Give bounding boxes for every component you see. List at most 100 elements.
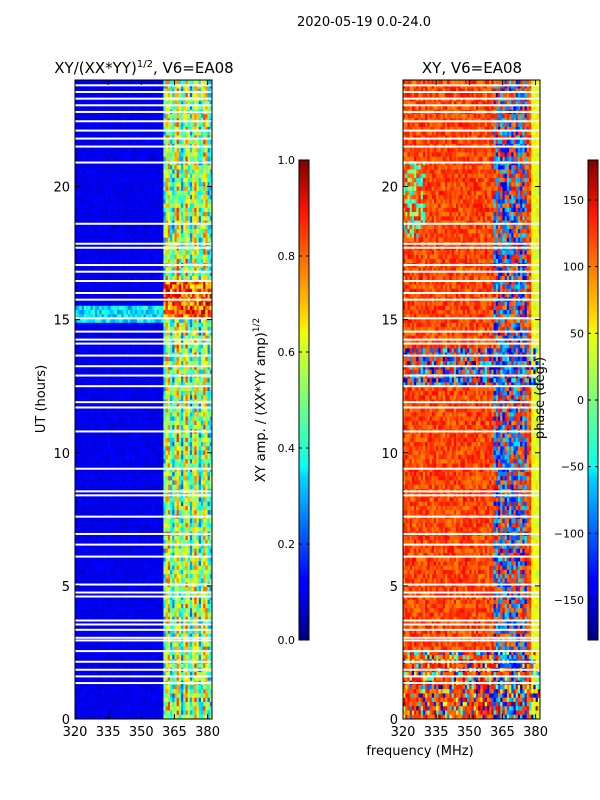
amplitude-cell	[132, 310, 136, 315]
amplitude-cell	[136, 126, 140, 132]
amplitude-cell	[139, 250, 142, 256]
amplitude-cell	[99, 280, 102, 285]
amplitude-cell	[123, 101, 127, 106]
amplitude-cell	[192, 318, 195, 324]
amplitude-cell	[194, 356, 197, 362]
amplitude-cell	[130, 258, 133, 264]
amplitude-cell	[90, 84, 94, 89]
amplitude-cell	[132, 182, 136, 187]
amplitude-cell	[172, 361, 175, 366]
amplitude-cell	[183, 267, 186, 273]
amplitude-cell	[192, 275, 195, 281]
amplitude-cell	[170, 195, 173, 200]
amplitude-cell	[145, 335, 149, 341]
amplitude-cell	[105, 390, 109, 396]
amplitude-cell	[134, 250, 138, 256]
amplitude-cell	[97, 92, 100, 98]
amplitude-cell	[125, 165, 129, 170]
amplitude-cell	[185, 212, 189, 217]
amplitude-cell	[86, 80, 89, 85]
amplitude-cell	[207, 84, 211, 89]
amplitude-cell	[150, 224, 153, 230]
amplitude-cell	[187, 148, 191, 153]
amplitude-cell	[203, 92, 206, 98]
amplitude-cell	[99, 284, 102, 290]
amplitude-cell	[77, 403, 80, 409]
amplitude-cell	[185, 182, 189, 187]
amplitude-cell	[150, 395, 153, 400]
amplitude-cell	[172, 331, 175, 336]
amplitude-cell	[145, 390, 149, 396]
amplitude-cell	[189, 327, 193, 332]
amplitude-cell	[167, 365, 171, 371]
amplitude-cell	[170, 408, 173, 413]
amplitude-cell	[147, 126, 151, 132]
amplitude-cell	[150, 254, 153, 260]
amplitude-cell	[161, 310, 164, 315]
amplitude-cell	[101, 216, 105, 221]
amplitude-cell	[187, 293, 191, 298]
amplitude-cell	[125, 275, 129, 281]
amplitude-cell	[207, 195, 211, 200]
amplitude-cell	[114, 318, 118, 324]
amplitude-cell	[121, 378, 125, 383]
amplitude-cell	[156, 356, 160, 362]
amplitude-cell	[103, 305, 107, 311]
amplitude-cell	[125, 395, 129, 400]
amplitude-cell	[90, 310, 94, 315]
amplitude-cell	[88, 224, 91, 230]
amplitude-cell	[86, 173, 89, 179]
amplitude-cell	[172, 275, 175, 281]
amplitude-cell	[181, 310, 184, 315]
amplitude-cell	[161, 258, 164, 264]
amplitude-cell	[75, 271, 78, 277]
amplitude-cell	[185, 190, 189, 196]
amplitude-cell	[207, 224, 211, 230]
amplitude-cell	[170, 182, 173, 187]
amplitude-cell	[119, 267, 122, 273]
amplitude-cell	[196, 403, 200, 409]
amplitude-cell	[86, 258, 89, 264]
amplitude-cell	[130, 267, 133, 273]
amplitude-cell	[81, 169, 85, 175]
amplitude-cell	[143, 122, 147, 128]
amplitude-cell	[161, 80, 164, 85]
amplitude-cell	[172, 258, 175, 264]
amplitude-cell	[176, 237, 180, 243]
amplitude-cell	[152, 216, 155, 221]
amplitude-cell	[150, 305, 153, 311]
amplitude-cell	[94, 237, 98, 243]
amplitude-cell	[194, 301, 197, 307]
amplitude-cell	[165, 101, 169, 106]
amplitude-cell	[174, 114, 178, 119]
amplitude-cell	[167, 310, 171, 315]
amplitude-cell	[116, 173, 120, 179]
amplitude-cell	[205, 293, 208, 298]
amplitude-cell	[207, 416, 211, 422]
amplitude-cell	[94, 356, 98, 362]
amplitude-cell	[207, 408, 211, 413]
amplitude-cell	[75, 378, 78, 383]
amplitude-cell	[132, 305, 136, 311]
amplitude-cell	[77, 327, 80, 332]
amplitude-cell	[185, 322, 189, 328]
amplitude-cell	[141, 84, 144, 89]
amplitude-cell	[189, 169, 193, 175]
amplitude-cell	[183, 339, 186, 345]
amplitude-cell	[174, 327, 178, 332]
amplitude-cell	[174, 126, 178, 132]
amplitude-cell	[83, 114, 87, 119]
amplitude-cell	[114, 233, 118, 239]
amplitude-cell	[192, 139, 195, 145]
amplitude-cell	[103, 229, 107, 234]
amplitude-cell	[114, 280, 118, 285]
amplitude-cell	[139, 229, 142, 234]
amplitude-cell	[176, 416, 180, 422]
amplitude-cell	[114, 122, 118, 128]
amplitude-cell	[205, 258, 208, 264]
amplitude-cell	[181, 237, 184, 243]
amplitude-cell	[194, 378, 197, 383]
amplitude-cell	[158, 195, 162, 200]
amplitude-cell	[141, 369, 144, 375]
amplitude-cell	[143, 403, 147, 409]
